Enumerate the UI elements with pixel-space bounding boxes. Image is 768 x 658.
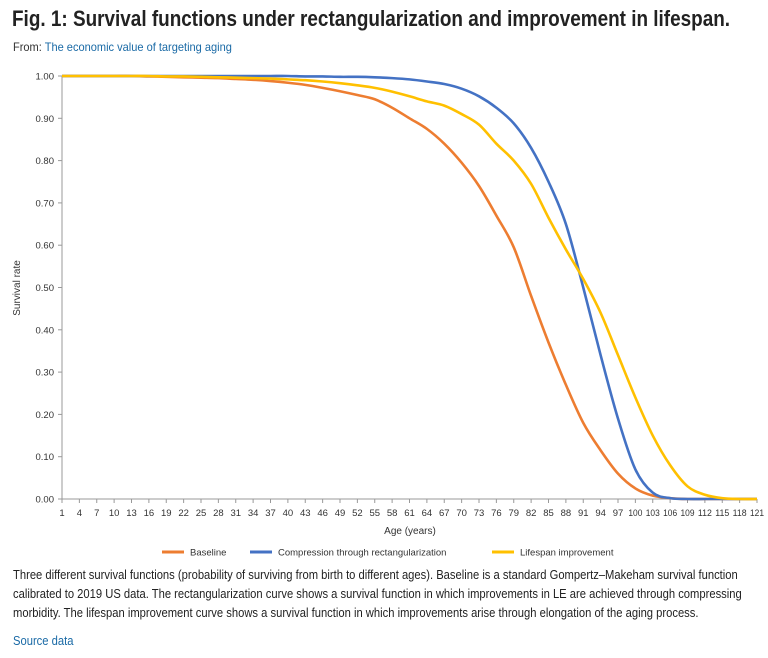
x-tick-label: 70 bbox=[456, 508, 467, 519]
x-tick-label: 28 bbox=[213, 508, 224, 519]
y-tick-label: 0.00 bbox=[36, 495, 55, 506]
x-tick-label: 7 bbox=[94, 508, 99, 519]
figure-title: Fig. 1: Survival functions under rectang… bbox=[12, 6, 731, 31]
from-line: From: The economic value of targeting ag… bbox=[13, 40, 232, 54]
x-tick-label: 103 bbox=[646, 508, 660, 519]
x-tick-label: 4 bbox=[77, 508, 82, 519]
x-tick-label: 97 bbox=[613, 508, 624, 519]
x-tick-label: 10 bbox=[109, 508, 120, 519]
x-tick-label: 34 bbox=[248, 508, 259, 519]
x-tick-label: 67 bbox=[439, 508, 450, 519]
x-tick-label: 64 bbox=[422, 508, 433, 519]
x-tick-label: 106 bbox=[663, 508, 677, 519]
x-tick-label: 76 bbox=[491, 508, 502, 519]
x-tick-label: 40 bbox=[283, 508, 294, 519]
x-tick-label: 118 bbox=[733, 508, 747, 519]
x-tick-label: 79 bbox=[508, 508, 519, 519]
x-tick-label: 25 bbox=[196, 508, 207, 519]
x-tick-label: 19 bbox=[161, 508, 172, 519]
x-tick-label: 43 bbox=[300, 508, 311, 519]
survival-chart: 0.00 0.10 0.20 0.30 0.40 0.50 0.60 0.70 0.80 0.90… bbox=[12, 72, 764, 559]
y-tick-label: 0.40 bbox=[36, 325, 55, 336]
x-tick-label: 1 bbox=[59, 508, 64, 519]
y-tick-label: 0.80 bbox=[36, 156, 55, 167]
y-tick-label: 0.50 bbox=[36, 283, 55, 294]
legend-label: Baseline bbox=[190, 548, 226, 559]
legend-label: Lifespan improvement bbox=[520, 548, 614, 559]
series-line-lifespan-improvement bbox=[61, 74, 758, 501]
x-tick-label: 58 bbox=[387, 508, 398, 519]
y-axis-label: Survival rate bbox=[12, 260, 23, 316]
x-tick-label: 13 bbox=[126, 508, 137, 519]
caption-block: Three different survival functions (prob… bbox=[13, 566, 756, 649]
x-tick-label: 100 bbox=[628, 508, 642, 519]
y-tick-label: 0.70 bbox=[36, 198, 55, 209]
x-tick-label: 121 bbox=[750, 508, 764, 519]
x-tick-label: 109 bbox=[681, 508, 695, 519]
y-tick-label: 0.60 bbox=[36, 241, 55, 252]
x-tick-label: 112 bbox=[698, 508, 712, 519]
x-tick-label: 16 bbox=[144, 508, 155, 519]
y-tick-label: 0.30 bbox=[36, 368, 55, 379]
x-tick-label: 73 bbox=[474, 508, 485, 519]
source-data-link[interactable]: Source data bbox=[13, 634, 74, 648]
x-tick-label: 22 bbox=[178, 508, 189, 519]
x-tick-label: 61 bbox=[404, 508, 415, 519]
article-link[interactable]: The economic value of targeting aging bbox=[44, 40, 232, 54]
from-label: From: bbox=[13, 40, 42, 54]
x-tick-label: 52 bbox=[352, 508, 363, 519]
x-tick-label: 82 bbox=[526, 508, 537, 519]
x-tick-label: 55 bbox=[369, 508, 380, 519]
x-tick-label: 85 bbox=[543, 508, 554, 519]
x-tick-label: 115 bbox=[715, 508, 729, 519]
x-tick-label: 88 bbox=[561, 508, 572, 519]
x-axis-label: Age (years) bbox=[384, 526, 436, 537]
y-tick-label: 0.20 bbox=[36, 410, 55, 421]
x-tick-label: 91 bbox=[578, 508, 589, 519]
y-tick-label: 0.10 bbox=[36, 452, 55, 463]
x-tick-label: 49 bbox=[335, 508, 346, 519]
x-tick-label: 94 bbox=[595, 508, 606, 519]
x-tick-label: 37 bbox=[265, 508, 276, 519]
x-tick-label: 46 bbox=[317, 508, 328, 519]
legend-label: Compression through rectangularization bbox=[278, 548, 446, 559]
x-tick-label: 31 bbox=[230, 508, 241, 519]
figure-caption: Three different survival functions (prob… bbox=[13, 568, 742, 620]
y-tick-label: 0.90 bbox=[36, 114, 55, 125]
y-tick-label: 1.00 bbox=[36, 72, 55, 83]
